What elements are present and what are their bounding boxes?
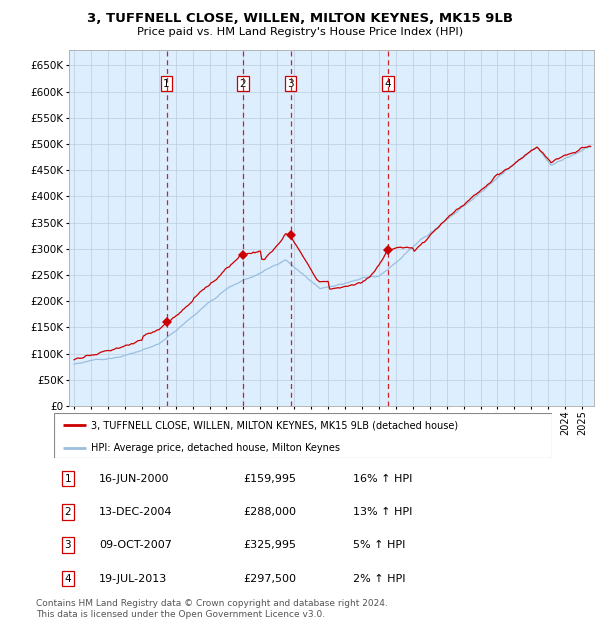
Text: HPI: Average price, detached house, Milton Keynes: HPI: Average price, detached house, Milt… xyxy=(91,443,340,453)
Text: This data is licensed under the Open Government Licence v3.0.: This data is licensed under the Open Gov… xyxy=(36,610,325,619)
Text: 4: 4 xyxy=(65,574,71,583)
Text: 3, TUFFNELL CLOSE, WILLEN, MILTON KEYNES, MK15 9LB (detached house): 3, TUFFNELL CLOSE, WILLEN, MILTON KEYNES… xyxy=(91,420,458,430)
Text: Contains HM Land Registry data © Crown copyright and database right 2024.: Contains HM Land Registry data © Crown c… xyxy=(36,599,388,608)
Text: 5% ↑ HPI: 5% ↑ HPI xyxy=(353,540,405,550)
Text: 13% ↑ HPI: 13% ↑ HPI xyxy=(353,507,412,517)
Text: 1: 1 xyxy=(65,474,71,484)
Text: 2: 2 xyxy=(239,79,246,89)
Text: 13-DEC-2004: 13-DEC-2004 xyxy=(99,507,172,517)
Text: £159,995: £159,995 xyxy=(243,474,296,484)
Text: Price paid vs. HM Land Registry's House Price Index (HPI): Price paid vs. HM Land Registry's House … xyxy=(137,27,463,37)
Text: £297,500: £297,500 xyxy=(243,574,296,583)
Text: £325,995: £325,995 xyxy=(243,540,296,550)
Text: 1: 1 xyxy=(163,79,170,89)
Text: 16% ↑ HPI: 16% ↑ HPI xyxy=(353,474,412,484)
Text: 3: 3 xyxy=(287,79,294,89)
Text: £288,000: £288,000 xyxy=(243,507,296,517)
FancyBboxPatch shape xyxy=(54,413,552,458)
Text: 3: 3 xyxy=(65,540,71,550)
Text: 2% ↑ HPI: 2% ↑ HPI xyxy=(353,574,406,583)
Text: 19-JUL-2013: 19-JUL-2013 xyxy=(99,574,167,583)
Text: 09-OCT-2007: 09-OCT-2007 xyxy=(99,540,172,550)
Text: 3, TUFFNELL CLOSE, WILLEN, MILTON KEYNES, MK15 9LB: 3, TUFFNELL CLOSE, WILLEN, MILTON KEYNES… xyxy=(87,12,513,25)
Text: 2: 2 xyxy=(65,507,71,517)
Text: 16-JUN-2000: 16-JUN-2000 xyxy=(99,474,169,484)
Text: 4: 4 xyxy=(385,79,391,89)
